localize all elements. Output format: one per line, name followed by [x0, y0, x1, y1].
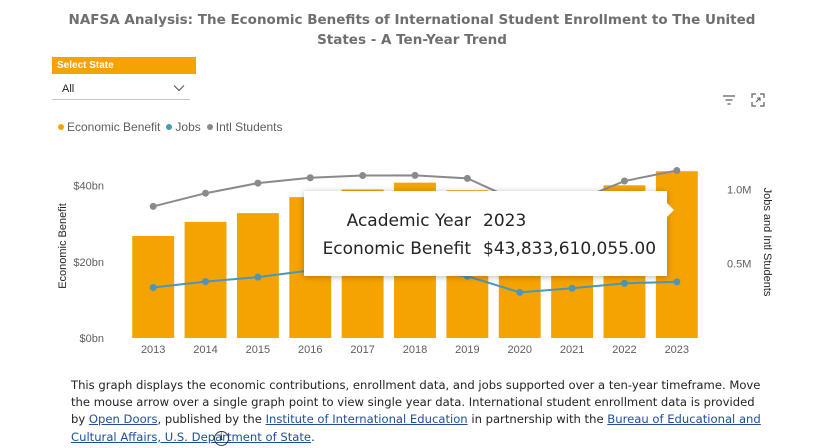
legend-label: Jobs	[175, 120, 201, 134]
point-intl-students-2019	[463, 174, 471, 182]
info-icon[interactable]: i	[214, 431, 229, 446]
legend-label: Intl Students	[215, 120, 283, 134]
focus-mode-icon[interactable]	[750, 92, 766, 108]
point-jobs-2015	[254, 273, 262, 281]
bureau-link[interactable]: Bureau of Educational and Cultural Affai…	[71, 412, 761, 444]
x-tick-label: 2016	[298, 344, 322, 356]
state-dropdown[interactable]: All	[52, 78, 190, 100]
y-axis-title: Economic Benefit	[57, 203, 69, 289]
legend-dot-jobs	[166, 124, 173, 130]
point-jobs-2021	[568, 284, 576, 292]
point-intl-students-2014	[202, 189, 210, 197]
x-tick-label: 2022	[612, 344, 636, 356]
x-tick-label: 2021	[560, 344, 584, 356]
tooltip-key: Economic Benefit	[322, 239, 471, 259]
legend-jobs[interactable]: Jobs	[166, 120, 201, 134]
chart-legend: Economic Benefit Jobs Intl Students	[58, 120, 282, 134]
description-part: This graph displays the economic contrib…	[71, 378, 761, 427]
description-part: .	[311, 429, 315, 444]
point-intl-students-2015	[254, 179, 262, 187]
x-tick-label: 2015	[246, 344, 270, 356]
description-part: in partnership with the	[467, 412, 608, 427]
chevron-down-icon	[172, 81, 186, 103]
x-tick-label: 2017	[350, 344, 374, 356]
description-text: This graph displays the economic contrib…	[71, 377, 761, 446]
point-jobs-2022	[620, 279, 628, 287]
point-jobs-2013	[149, 284, 157, 292]
point-jobs-2023	[673, 278, 681, 286]
description-part: , published by the	[157, 412, 266, 427]
point-intl-students-2023	[673, 166, 681, 174]
x-tick-label: 2018	[403, 344, 427, 356]
legend-dot-economic-benefit	[58, 124, 64, 130]
point-intl-students-2018	[411, 171, 419, 179]
y-tick-label: $20bn	[73, 257, 104, 269]
point-jobs-2014	[202, 278, 210, 286]
filter-icon[interactable]	[721, 92, 737, 108]
point-intl-students-2013	[149, 202, 157, 210]
tooltip-caret	[667, 203, 674, 217]
y2-axis-title: Jobs and Intl Students	[761, 188, 773, 297]
report-title: NAFSA Analysis: The Economic Benefits of…	[68, 12, 756, 48]
x-tick-label: 2023	[665, 344, 689, 356]
iie-link[interactable]: Institute of International Education	[265, 412, 468, 427]
legend-economic-benefit[interactable]: Economic Benefit	[58, 120, 160, 134]
y2-tick-label: 1.0M	[727, 184, 751, 196]
chart-tooltip: Academic Year 2023 Economic Benefit $43,…	[304, 191, 674, 276]
point-intl-students-2017	[359, 172, 367, 180]
point-intl-students-2022	[620, 177, 628, 185]
select-state-label: Select State	[52, 57, 196, 74]
point-intl-students-2016	[306, 174, 314, 182]
x-tick-label: 2020	[507, 344, 531, 356]
tooltip-row-benefit: Economic Benefit $43,833,610,055.00	[304, 239, 667, 265]
legend-dot-intl-students	[206, 124, 213, 130]
tooltip-key: Academic Year	[346, 211, 471, 231]
y-tick-label: $0bn	[80, 333, 104, 345]
tooltip-value: $43,833,610,055.00	[483, 239, 657, 259]
x-tick-label: 2014	[193, 344, 217, 356]
tooltip-value: 2023	[483, 211, 527, 231]
state-dropdown-value: All	[62, 83, 75, 95]
legend-intl-students[interactable]: Intl Students	[206, 120, 283, 134]
legend-label: Economic Benefit	[67, 120, 161, 134]
x-tick-label: 2013	[141, 344, 165, 356]
open-doors-link[interactable]: Open Doors	[88, 412, 158, 427]
y2-tick-label: 0.5M	[727, 259, 751, 271]
tooltip-row-year: Academic Year 2023	[304, 211, 667, 237]
x-tick-label: 2019	[455, 344, 479, 356]
y-tick-label: $40bn	[73, 181, 104, 193]
point-jobs-2020	[516, 288, 524, 296]
